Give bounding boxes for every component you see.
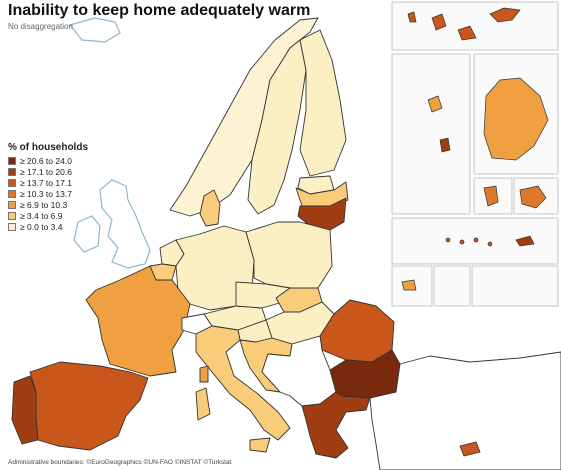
- lithuania-region: [297, 197, 347, 231]
- legend-row: ≥ 3.4 to 6.9: [8, 210, 120, 221]
- legend-label: ≥ 6.9 to 10.3: [20, 199, 68, 210]
- finland-region: [299, 29, 347, 177]
- canaries-island-2: [457, 25, 477, 41]
- greece-region: [301, 391, 371, 459]
- inset-iceland-small: [471, 265, 559, 307]
- poland-region: [245, 221, 333, 289]
- legend-row: ≥ 0.0 to 3.4: [8, 221, 120, 232]
- legend-label: ≥ 0.0 to 3.4: [20, 221, 63, 232]
- inset-canaries: [391, 1, 559, 51]
- map-subtitle: No disaggregation: [8, 22, 73, 31]
- france-region: [85, 265, 191, 377]
- denmark-region: [199, 189, 221, 227]
- madeira-region: [515, 235, 535, 247]
- canaries-island-3: [489, 7, 521, 23]
- legend: % of households ≥ 20.6 to 24.0 ≥ 17.1 to…: [8, 142, 120, 232]
- legend-row: ≥ 10.3 to 13.7: [8, 188, 120, 199]
- turkey-region: [369, 351, 561, 470]
- legend-swatch: [8, 189, 16, 198]
- sicily-region: [249, 437, 271, 453]
- portugal-region: [11, 375, 39, 445]
- legend-label: ≥ 17.1 to 20.6: [20, 166, 72, 177]
- sweden-region: [247, 39, 307, 215]
- romania-region: [319, 299, 395, 363]
- malta-region: [401, 279, 417, 291]
- inset-panels: [391, 1, 559, 307]
- corsica-region: [199, 365, 209, 383]
- antilles-island-2: [439, 137, 451, 153]
- canaries-island-4: [407, 11, 417, 23]
- norway-region: [169, 17, 319, 217]
- legend-swatch: [8, 156, 16, 165]
- legend-swatch: [8, 178, 16, 187]
- legend-row: ≥ 13.7 to 17.1: [8, 177, 120, 188]
- azores-island-1: [445, 237, 451, 243]
- legend-title: % of households: [8, 142, 88, 153]
- antilles-island-1: [427, 95, 443, 113]
- legend-label: ≥ 13.7 to 17.1: [20, 177, 72, 188]
- legend-label: ≥ 3.4 to 6.9: [20, 210, 63, 221]
- azores-island-4: [487, 241, 493, 247]
- inset-antilles: [391, 53, 471, 215]
- legend-label: ≥ 20.6 to 24.0: [20, 155, 72, 166]
- guyane-region: [483, 77, 549, 161]
- canaries-island-1: [431, 13, 447, 31]
- mayotte-region: [483, 185, 499, 207]
- azores-island-3: [473, 237, 479, 243]
- credits-text: Administrative boundaries: ©EuroGeograph…: [8, 459, 232, 466]
- reunion-region: [519, 185, 547, 209]
- spain-region: [29, 361, 149, 451]
- iceland-outline: [68, 17, 121, 43]
- map-title: Inability to keep home adequately warm: [8, 2, 311, 19]
- legend-row: ≥ 17.1 to 20.6: [8, 166, 120, 177]
- legend-swatch: [8, 211, 16, 220]
- uk-outline: [99, 179, 151, 269]
- inset-malta: [391, 265, 433, 307]
- sardinia-region: [195, 387, 211, 421]
- legend-swatch: [8, 222, 16, 231]
- legend-row: ≥ 6.9 to 10.3: [8, 199, 120, 210]
- inset-liechtenstein: [433, 265, 471, 307]
- legend-swatch: [8, 167, 16, 176]
- azores-island-2: [459, 239, 465, 245]
- legend-swatch: [8, 200, 16, 209]
- legend-label: ≥ 10.3 to 13.7: [20, 188, 72, 199]
- cyprus-region: [459, 441, 481, 457]
- italy-region: [195, 325, 291, 441]
- legend-row: ≥ 20.6 to 24.0: [8, 155, 120, 166]
- ireland-outline: [73, 215, 101, 253]
